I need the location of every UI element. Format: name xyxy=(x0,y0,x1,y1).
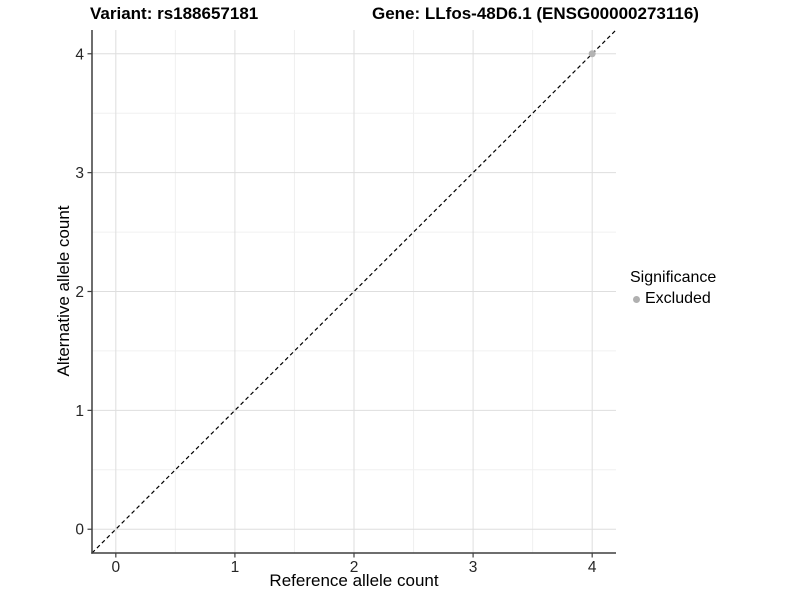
legend-title: Significance xyxy=(630,269,717,286)
x-tick-label: 0 xyxy=(112,559,121,576)
plot-title-gene: Gene: LLfos-48D6.1 (ENSG00000273116) xyxy=(372,4,699,23)
y-tick-label: 0 xyxy=(75,522,84,539)
x-axis-title: Reference allele count xyxy=(269,571,439,590)
y-tick-label: 2 xyxy=(75,284,84,301)
plot-title-variant: Variant: rs188657181 xyxy=(90,4,259,23)
x-tick-label: 1 xyxy=(231,559,240,576)
legend-point-icon xyxy=(633,295,640,303)
x-tick-label: 3 xyxy=(469,559,478,576)
legend-item-excluded: Excluded xyxy=(630,290,716,308)
y-tick-label: 1 xyxy=(75,403,84,420)
legend-item-label: Excluded xyxy=(645,290,711,307)
x-tick-label: 4 xyxy=(588,559,597,576)
y-tick-label: 3 xyxy=(75,165,84,182)
y-tick-label: 4 xyxy=(75,46,84,63)
legend: Significance Excluded xyxy=(630,268,716,308)
identity-reference-line xyxy=(91,29,617,554)
x-tick-label: 2 xyxy=(350,559,359,576)
data-point xyxy=(588,50,596,58)
